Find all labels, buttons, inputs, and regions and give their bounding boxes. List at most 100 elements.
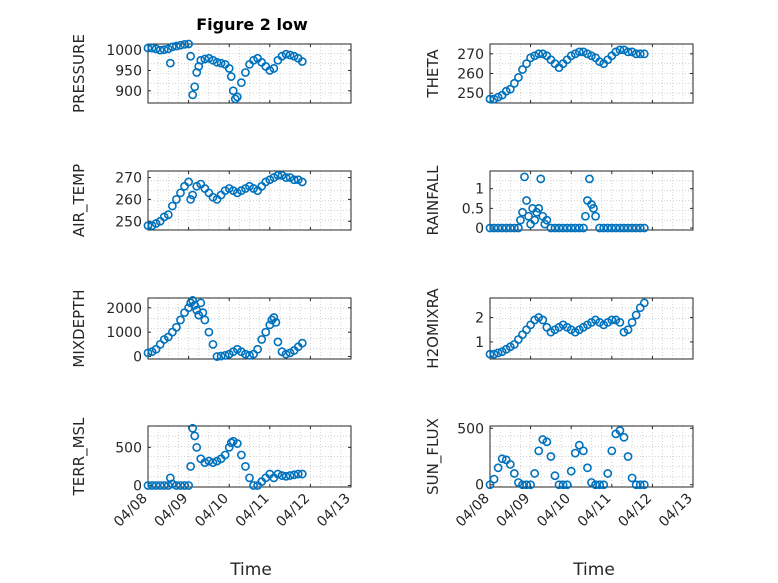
data-point	[220, 350, 230, 360]
data-point	[241, 462, 250, 471]
subplot-sun_flux: 0 500 04/08 04/09 04/10 04/11 04/12 04/13 SUN_FL…	[424, 418, 696, 530]
data-point	[216, 58, 226, 68]
data-point	[216, 190, 226, 200]
y-axis-label: TERR_MSL	[70, 417, 89, 496]
data-point	[143, 348, 153, 358]
data-point	[180, 181, 189, 191]
data-point	[281, 173, 291, 182]
data-point	[550, 223, 560, 233]
data-point	[514, 73, 523, 82]
data-point	[619, 223, 629, 233]
data-point	[241, 68, 250, 77]
data-point	[269, 313, 279, 322]
x-tick-label: 04/09	[152, 491, 192, 531]
y-tick-label: 270	[115, 171, 142, 187]
data-point	[196, 298, 206, 308]
data-point	[509, 223, 519, 233]
data-point	[607, 223, 617, 233]
data-point	[522, 480, 531, 490]
data-point	[631, 310, 641, 320]
data-point	[615, 45, 625, 55]
x-axis-labels: Time Time	[229, 560, 615, 580]
data-point	[159, 481, 169, 490]
x-tick-label: 04/10	[534, 491, 574, 531]
axes-box	[147, 43, 352, 104]
y-tick-label: 260	[457, 67, 484, 83]
data-point	[224, 64, 234, 73]
data-point	[143, 481, 153, 490]
data-point	[167, 201, 177, 211]
data-point	[534, 446, 544, 456]
data-point	[281, 49, 291, 59]
data-point	[188, 423, 198, 433]
y-tick-label: 0	[475, 478, 484, 494]
data-point	[285, 471, 295, 480]
data-point	[151, 481, 161, 490]
y-tick-label: 1	[475, 182, 484, 198]
data-point	[518, 480, 527, 490]
y-tick-label: 2	[475, 311, 484, 327]
data-point	[224, 442, 234, 452]
data-point	[176, 315, 185, 325]
data-point	[615, 426, 625, 435]
data-point	[200, 458, 210, 467]
y-tick-label: 250	[457, 86, 484, 102]
data-point	[208, 339, 218, 349]
data-point	[188, 190, 198, 200]
data-point	[493, 223, 503, 233]
data-point	[147, 43, 157, 53]
data-point	[578, 223, 588, 233]
data-point	[184, 177, 193, 187]
data-point	[518, 65, 527, 74]
data-point	[574, 440, 584, 450]
data-point	[163, 481, 173, 490]
x-tick-label: 04/12	[273, 491, 313, 531]
data-point	[639, 298, 649, 308]
data-point	[546, 223, 556, 233]
subplot-terr_msl: 0 500 04/08 04/09 04/10 04/11 04/12 04/13 TERR_M…	[70, 417, 354, 530]
data-point	[607, 315, 617, 325]
data-point	[619, 432, 629, 442]
y-tick-label: 900	[115, 84, 142, 100]
data-point	[172, 41, 181, 51]
data-point	[190, 82, 200, 92]
data-point	[530, 469, 540, 478]
y-axis-label: SUN_FLUX	[424, 418, 443, 495]
data-point	[520, 172, 529, 182]
data-point	[196, 55, 206, 65]
data-point	[516, 215, 525, 225]
data-point	[167, 42, 177, 52]
data-point	[611, 223, 621, 233]
data-point	[485, 94, 495, 104]
data-point	[558, 480, 568, 490]
data-point	[530, 215, 540, 225]
data-point	[155, 481, 165, 490]
y-tick-label: 500	[115, 440, 142, 456]
data-point	[180, 481, 189, 490]
data-point	[172, 195, 181, 204]
data-point	[277, 471, 287, 480]
data-point	[574, 223, 584, 233]
data-point	[595, 480, 605, 490]
data-point	[186, 51, 196, 61]
data-point	[188, 296, 198, 305]
subplot-theta: 250 260 270 THETA	[424, 43, 694, 104]
data-point	[631, 223, 641, 233]
data-point	[554, 223, 564, 233]
data-point	[497, 223, 507, 233]
data-point	[147, 481, 157, 490]
data-point	[293, 469, 303, 479]
y-axis-label: PRESSURE	[70, 34, 88, 113]
data-point	[212, 57, 222, 67]
data-point	[607, 446, 617, 456]
data-point	[281, 471, 291, 481]
x-tick-label: 04/13	[314, 491, 354, 531]
data-point	[639, 480, 649, 490]
data-point	[184, 39, 193, 49]
data-point	[253, 344, 263, 354]
data-point	[236, 78, 246, 88]
data-point	[489, 349, 499, 359]
x-tick-label: 04/09	[494, 491, 534, 531]
axes-box	[489, 297, 694, 360]
